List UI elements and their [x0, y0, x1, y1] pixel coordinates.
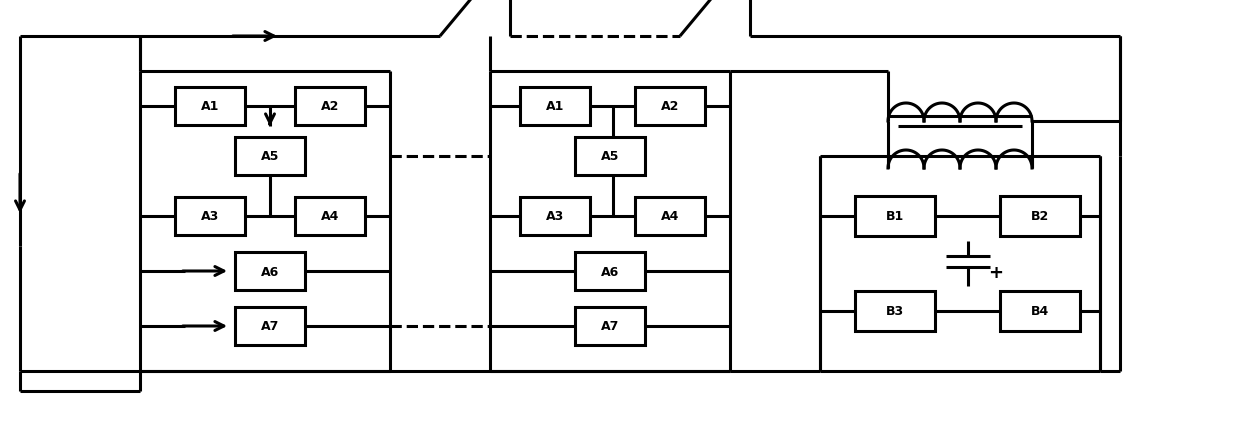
Text: A4: A4	[661, 210, 680, 223]
Bar	[236, 307, 305, 345]
Bar	[295, 88, 365, 126]
Text: A6: A6	[601, 265, 619, 278]
Text: B2: B2	[1030, 210, 1049, 223]
Bar	[236, 138, 305, 176]
Bar	[635, 88, 706, 126]
Text: A5: A5	[260, 150, 279, 163]
Bar	[856, 196, 935, 236]
Text: B4: B4	[1030, 305, 1049, 318]
Bar	[575, 138, 645, 176]
Text: A3: A3	[201, 210, 219, 223]
Bar	[575, 307, 645, 345]
Text: A2: A2	[661, 100, 680, 113]
Text: A2: A2	[321, 100, 340, 113]
Bar	[635, 198, 706, 236]
Text: A7: A7	[601, 320, 619, 333]
Bar	[236, 253, 305, 290]
Bar	[856, 291, 935, 331]
Text: A7: A7	[260, 320, 279, 333]
Bar	[520, 198, 590, 236]
Text: A1: A1	[201, 100, 219, 113]
Bar	[175, 88, 246, 126]
Text: A4: A4	[321, 210, 340, 223]
Bar	[999, 291, 1080, 331]
Bar	[520, 88, 590, 126]
Text: B1: B1	[885, 210, 904, 223]
Text: A5: A5	[601, 150, 619, 163]
Text: A6: A6	[260, 265, 279, 278]
Bar	[175, 198, 246, 236]
Text: A1: A1	[546, 100, 564, 113]
Text: B3: B3	[885, 305, 904, 318]
Bar	[295, 198, 365, 236]
Bar	[575, 253, 645, 290]
Bar	[999, 196, 1080, 236]
Text: A3: A3	[546, 210, 564, 223]
Text: +: +	[988, 263, 1003, 281]
